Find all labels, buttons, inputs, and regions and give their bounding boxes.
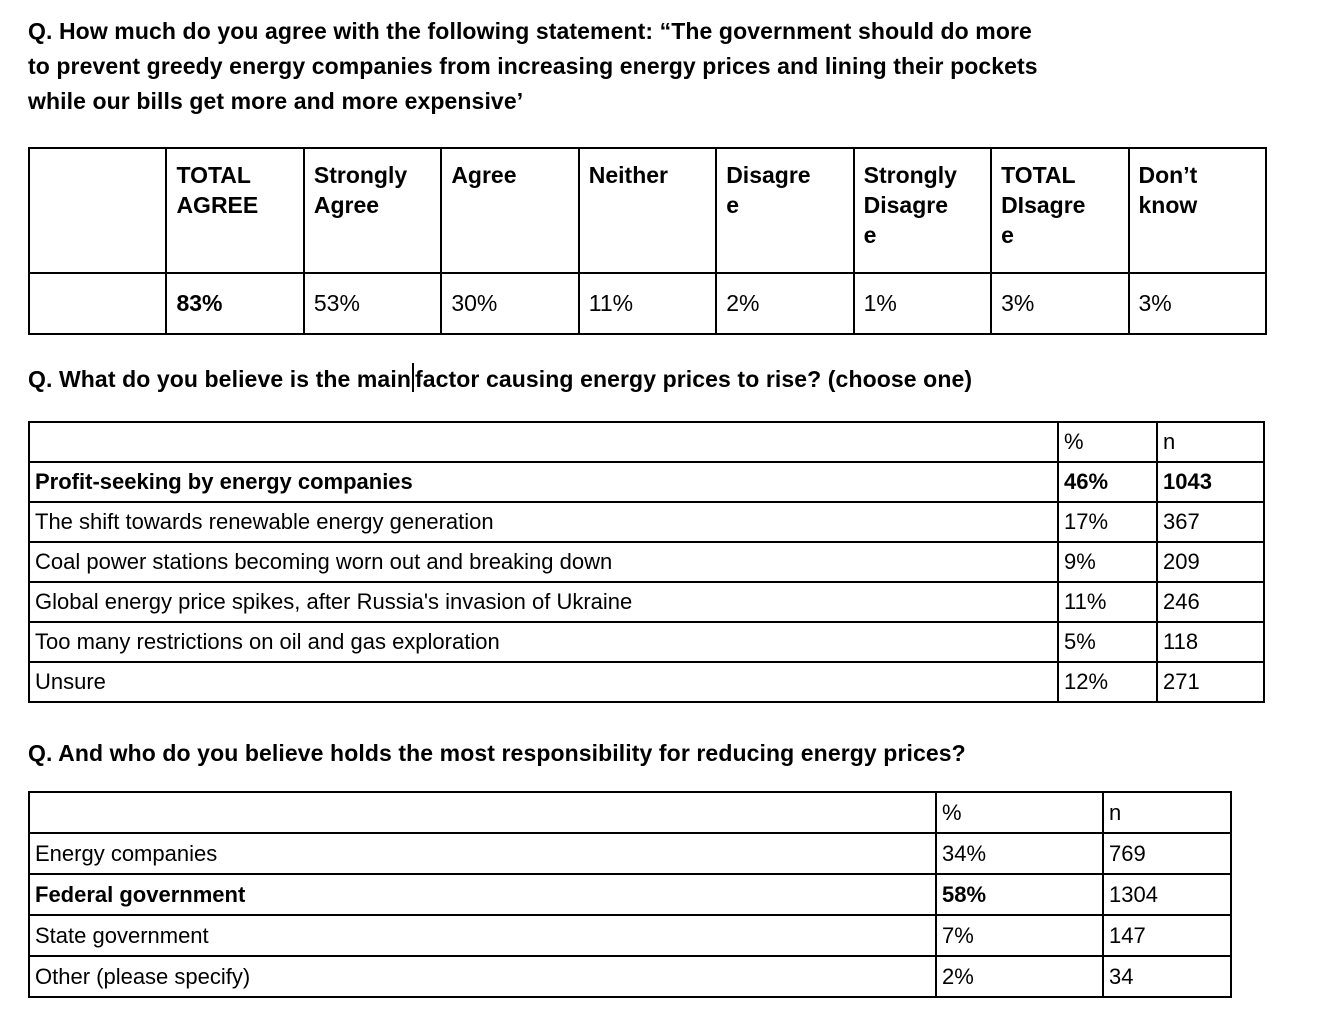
factor-label[interactable]: Too many restrictions on oil and gas exp… [28, 621, 1059, 663]
table-row: State government 7% 147 [28, 914, 1232, 957]
responsibility-table: % n Energy companies 34% 769 Federal gov… [28, 791, 1232, 998]
agree-header-strongly-agree[interactable]: Strongly Agree [302, 147, 443, 274]
agree-header-agree[interactable]: Agree [440, 147, 580, 274]
factor-pct[interactable]: 5% [1057, 621, 1158, 663]
table-row: Federal government 58% 1304 [28, 873, 1232, 916]
factor-table: % n Profit-seeking by energy companies 4… [28, 421, 1265, 703]
question-2-text-before: Q. What do you believe is the main [28, 366, 411, 392]
table-row: Profit-seeking by energy companies 46% 1… [28, 461, 1265, 503]
table-row: Other (please specify) 2% 34 [28, 955, 1232, 998]
responsibility-table-header-row: % n [28, 791, 1232, 834]
factor-n[interactable]: 271 [1156, 661, 1265, 703]
agree-header-disagree[interactable]: Disagre e [715, 147, 855, 274]
table-row: Unsure 12% 271 [28, 661, 1265, 703]
question-1[interactable]: Q. How much do you agree with the follow… [28, 18, 1038, 114]
responsibility-pct[interactable]: 34% [935, 832, 1104, 875]
factor-label[interactable]: Profit-seeking by energy companies [28, 461, 1059, 503]
agree-header-empty[interactable] [27, 147, 168, 274]
table-row: The shift towards renewable energy gener… [28, 501, 1265, 543]
table-row: Energy companies 34% 769 [28, 832, 1232, 875]
factor-header-pct[interactable]: % [1057, 421, 1158, 463]
responsibility-header-pct[interactable]: % [935, 791, 1104, 834]
factor-n[interactable]: 1043 [1156, 461, 1265, 503]
responsibility-n[interactable]: 769 [1102, 832, 1232, 875]
agree-value-total-disagree[interactable]: 3% [990, 272, 1130, 335]
factor-pct[interactable]: 46% [1057, 461, 1158, 503]
factor-pct[interactable]: 12% [1057, 661, 1158, 703]
table-row: Coal power stations becoming worn out an… [28, 541, 1265, 583]
document-page: Q. How much do you agree with the follow… [27, 18, 1295, 998]
responsibility-label[interactable]: State government [28, 914, 937, 957]
responsibility-header-n[interactable]: n [1102, 791, 1232, 834]
agree-header-neither[interactable]: Neither [577, 147, 718, 274]
agree-value-strongly-disagree[interactable]: 1% [852, 272, 993, 335]
responsibility-label[interactable]: Federal government [28, 873, 937, 916]
agree-table-value-row: 83% 53% 30% 11% 2% 1% 3% 3% [27, 272, 1267, 335]
agree-value-total-agree[interactable]: 83% [165, 272, 305, 335]
agree-header-dont-know[interactable]: Don’t know [1127, 147, 1267, 274]
table-row: Global energy price spikes, after Russia… [28, 581, 1265, 623]
responsibility-pct[interactable]: 58% [935, 873, 1104, 916]
factor-label[interactable]: The shift towards renewable energy gener… [28, 501, 1059, 543]
table-row: Too many restrictions on oil and gas exp… [28, 621, 1265, 663]
agree-value-dont-know[interactable]: 3% [1127, 272, 1267, 335]
responsibility-n[interactable]: 34 [1102, 955, 1232, 998]
factor-n[interactable]: 118 [1156, 621, 1265, 663]
responsibility-pct[interactable]: 7% [935, 914, 1104, 957]
agree-value-strongly-agree[interactable]: 53% [302, 272, 443, 335]
factor-label[interactable]: Unsure [28, 661, 1059, 703]
question-2[interactable]: Q. What do you believe is the main factor… [28, 362, 1295, 397]
text-caret [411, 363, 414, 392]
agree-value-agree[interactable]: 30% [440, 272, 580, 335]
factor-pct[interactable]: 17% [1057, 501, 1158, 543]
agree-header-total-agree[interactable]: TOTAL AGREE [165, 147, 305, 274]
responsibility-n[interactable]: 147 [1102, 914, 1232, 957]
agree-value-neither[interactable]: 11% [577, 272, 718, 335]
question-3[interactable]: Q. And who do you believe holds the most… [28, 740, 966, 766]
factor-header-empty[interactable] [28, 421, 1059, 463]
factor-n[interactable]: 367 [1156, 501, 1265, 543]
agree-value-empty[interactable] [27, 272, 168, 335]
responsibility-pct[interactable]: 2% [935, 955, 1104, 998]
factor-label[interactable]: Global energy price spikes, after Russia… [28, 581, 1059, 623]
question-2-text-after: factor causing energy prices to rise? (c… [414, 366, 973, 392]
agree-header-strongly-disagree[interactable]: Strongly Disagre e [852, 147, 993, 274]
responsibility-label[interactable]: Other (please specify) [28, 955, 937, 998]
factor-n[interactable]: 246 [1156, 581, 1265, 623]
responsibility-header-empty[interactable] [28, 791, 937, 834]
responsibility-n[interactable]: 1304 [1102, 873, 1232, 916]
agree-value-disagree[interactable]: 2% [715, 272, 855, 335]
factor-pct[interactable]: 9% [1057, 541, 1158, 583]
responsibility-label[interactable]: Energy companies [28, 832, 937, 875]
agree-table-header-row: TOTAL AGREE Strongly Agree Agree Neither… [27, 147, 1267, 274]
factor-n[interactable]: 209 [1156, 541, 1265, 583]
factor-table-header-row: % n [28, 421, 1265, 463]
factor-label[interactable]: Coal power stations becoming worn out an… [28, 541, 1059, 583]
agree-table: TOTAL AGREE Strongly Agree Agree Neither… [27, 147, 1267, 335]
factor-header-n[interactable]: n [1156, 421, 1265, 463]
factor-pct[interactable]: 11% [1057, 581, 1158, 623]
agree-header-total-disagree[interactable]: TOTAL DIsagre e [990, 147, 1130, 274]
